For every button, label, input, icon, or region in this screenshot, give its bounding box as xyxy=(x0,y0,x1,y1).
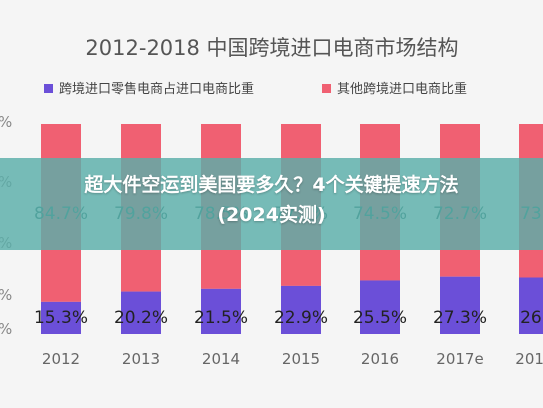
legend-label: 跨境进口零售电商占进口电商比重 xyxy=(59,81,254,97)
overlay-title: 超大件空运到美国要多久？4个关键提速方法 (2024实测) xyxy=(0,170,543,230)
bar-segment-retail xyxy=(41,301,81,334)
data-label-retail: 15.3% xyxy=(34,308,88,328)
data-label-retail: 22.9% xyxy=(274,308,328,328)
bar-segment-retail xyxy=(121,291,161,334)
data-label-retail: 26.9 xyxy=(520,308,543,328)
bar-segment-retail xyxy=(281,285,321,334)
legend-label: 其他跨境进口电商比重 xyxy=(337,81,467,97)
x-axis-labels: 2012 2013 2014 2015 2016 2017e 2018e xyxy=(42,350,543,368)
bar-segment-retail xyxy=(360,280,400,334)
legend: 跨境进口零售电商占进口电商比重 其他跨境进口电商比重 xyxy=(44,81,467,97)
y-tick-label: % xyxy=(0,113,12,131)
data-label-retail: 25.5% xyxy=(353,308,407,328)
bar-segment-retail xyxy=(519,277,543,334)
overlay-banner xyxy=(0,158,543,250)
overlay-title-line2: (2024实测) xyxy=(217,204,326,226)
legend-swatch xyxy=(44,84,53,93)
x-tick-label: 2014 xyxy=(202,350,240,368)
data-label-retail: 21.5% xyxy=(194,308,248,328)
bar-segment-retail xyxy=(440,276,480,334)
y-tick-label: % xyxy=(0,286,12,304)
x-tick-label: 2016 xyxy=(361,350,399,368)
legend-swatch xyxy=(322,84,331,93)
x-tick-label: 2018e xyxy=(515,350,543,368)
y-tick-label: % xyxy=(0,320,12,338)
data-label-retail: 20.2% xyxy=(114,308,168,328)
bar-segment-retail xyxy=(201,288,241,334)
data-label-retail: 27.3% xyxy=(433,308,487,328)
x-tick-label: 2013 xyxy=(122,350,160,368)
x-tick-label: 2017e xyxy=(436,350,483,368)
overlay-title-line1: 超大件空运到美国要多久？4个关键提速方法 xyxy=(84,174,459,196)
chart-title: 2012-2018 中国跨境进口电商市场结构 xyxy=(85,36,458,60)
x-tick-label: 2012 xyxy=(42,350,80,368)
x-tick-label: 2015 xyxy=(282,350,320,368)
